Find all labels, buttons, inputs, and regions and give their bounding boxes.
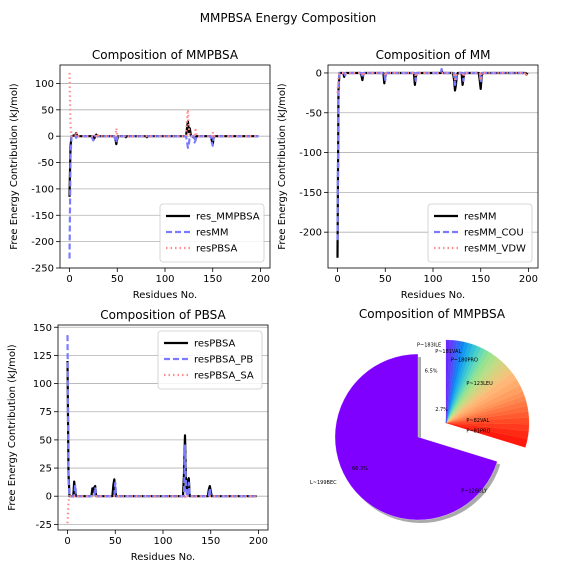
- figure-title: MMPBSA Energy Composition: [200, 11, 377, 25]
- x-tick-label: 200: [519, 274, 538, 285]
- legend-label: res_MMPBSA: [196, 212, 260, 223]
- y-tick-label: -100: [299, 148, 322, 159]
- y-tick-label: 75: [39, 407, 52, 418]
- legend-label: resPBSA_PB: [194, 355, 253, 366]
- legend-label: resMM_VDW: [464, 244, 526, 255]
- pie-slice-label: P~82VAL: [466, 418, 489, 424]
- y-tick-label: 50: [41, 105, 54, 116]
- series-line-res_MMPBSA: [68, 120, 259, 197]
- y-tick-label: -200: [31, 237, 54, 248]
- x-tick-label: 200: [249, 536, 268, 547]
- x-axis-label: Residues No.: [133, 290, 197, 301]
- x-tick-label: 0: [334, 274, 340, 285]
- y-axis-label: Free Energy Contribution (kJ/mol): [7, 344, 18, 511]
- chart-title: Composition of MMPBSA: [359, 307, 506, 321]
- chart-pie-mmpbsa: Composition of MMPBSA L~199BEC 66.3% P~183I…: [310, 307, 530, 523]
- y-tick-label: 0: [316, 68, 322, 79]
- x-tick-label: 150: [201, 536, 220, 547]
- y-tick-label: -100: [31, 184, 54, 195]
- x-axis-label: Residues No.: [131, 552, 195, 563]
- legend-label: resPBSA: [196, 244, 238, 255]
- series-line-resPBSA_SA: [66, 495, 257, 524]
- y-tick-label: 100: [35, 79, 54, 90]
- x-tick-label: 200: [251, 274, 270, 285]
- x-tick-label: 150: [471, 274, 490, 285]
- chart-pbsa: 0 50 100 150 200 -25 0 25 50 75 100 125 150 Compositi…: [7, 308, 269, 563]
- x-tick-label: 0: [66, 274, 72, 285]
- y-tick-label: 150: [33, 323, 52, 334]
- pie-slice-label: P~181VAL: [435, 349, 461, 355]
- y-tick-label: -150: [31, 211, 54, 222]
- pie-pct-label: 2.7%: [435, 407, 448, 413]
- y-tick-label: 25: [39, 464, 52, 475]
- y-tick-label: -250: [31, 264, 54, 275]
- pie-slice-label: P~126GLY: [461, 489, 488, 495]
- legend-label: resPBSA: [194, 339, 236, 350]
- x-tick-label: 100: [423, 274, 442, 285]
- pie-slice-label: P~123LEU: [466, 381, 493, 387]
- legend-box: [427, 203, 533, 263]
- x-tick-label: 50: [109, 536, 122, 547]
- x-tick-label: 50: [111, 274, 124, 285]
- series-line-resPBSA: [68, 72, 259, 138]
- pie-slice: [445, 339, 450, 424]
- y-tick-label: 0: [46, 492, 52, 503]
- x-tick-label: 50: [379, 274, 392, 285]
- legend-label: resMM_COU: [464, 228, 524, 239]
- x-tick-label: 100: [153, 536, 172, 547]
- pie-slice-label: P~180PRO: [451, 358, 478, 364]
- chart-mmpbsa: 0 50 100 150 200 -250 -200 -150 -100 -50 0 50 100 Com…: [9, 48, 271, 301]
- legend-box: [157, 330, 263, 390]
- legend-box: [159, 203, 265, 263]
- y-tick-label: 100: [33, 379, 52, 390]
- y-axis-label: Free Energy Contribution (kJ/mol): [9, 83, 20, 250]
- legend-label: resMM: [196, 228, 229, 239]
- x-axis-label: Residues No.: [401, 290, 465, 301]
- legend-label: resPBSA_SA: [194, 371, 254, 382]
- y-tick-label: -50: [38, 158, 54, 169]
- chart-title: Composition of MMPBSA: [92, 48, 239, 62]
- y-tick-label: -200: [299, 228, 322, 239]
- pie-pct-big: 66.3%: [352, 466, 368, 472]
- series-line-resMM_VDW: [336, 71, 529, 93]
- chart-title: Composition of MM: [376, 48, 491, 62]
- pie-slice-label: P~183ILE: [417, 343, 441, 349]
- y-tick-label: -150: [299, 188, 322, 199]
- pie-slice-big: [334, 353, 498, 521]
- y-tick-label: 125: [33, 351, 52, 362]
- x-tick-label: 150: [203, 274, 222, 285]
- y-tick-label: -50: [306, 108, 322, 119]
- x-tick-label: 0: [64, 536, 70, 547]
- y-tick-label: -25: [36, 520, 52, 531]
- y-axis-label: Free Energy Contribution (kJ/mol): [277, 83, 288, 250]
- pie-label-big: L~199BEC: [310, 480, 337, 486]
- y-tick-label: 50: [39, 435, 52, 446]
- pie-pct-label: 6.5%: [425, 368, 438, 374]
- legend-label: resMM: [464, 212, 497, 223]
- y-tick-label: 0: [48, 132, 54, 143]
- pie-slice-label: P~81PRO: [466, 429, 490, 435]
- x-tick-label: 100: [155, 274, 174, 285]
- chart-mm: 0 50 100 150 200 -200 -150 -100 -50 0 Composition …: [277, 48, 539, 301]
- chart-title: Composition of PBSA: [100, 308, 226, 322]
